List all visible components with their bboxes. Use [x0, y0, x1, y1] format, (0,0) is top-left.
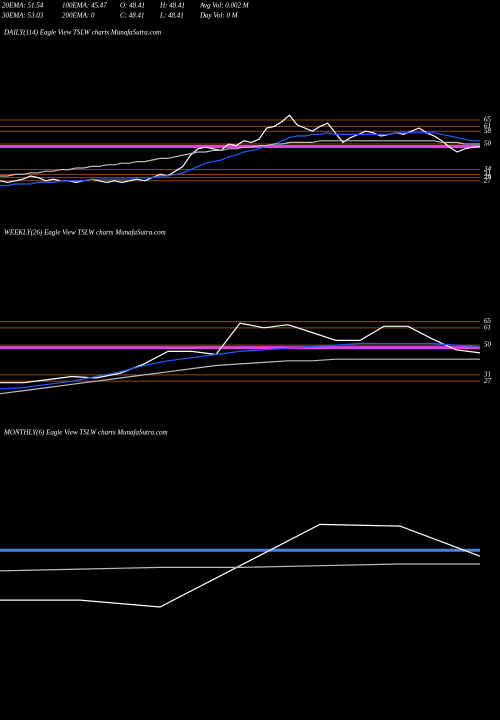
header-stat: O: 48.41 — [120, 2, 145, 10]
header-stat: Avg Vol: 0.002 M — [199, 2, 250, 10]
header-stat: L: 48.41 — [159, 12, 184, 20]
price-line — [0, 140, 480, 177]
panel-title: DAILY(114) Eagle View TSLW charts Munafa… — [3, 29, 161, 37]
y-tick-label: 50 — [484, 140, 492, 148]
header-stat: 200EMA: 0 — [62, 12, 95, 20]
price-line — [0, 358, 480, 395]
panel-title: WEEKLY(26) Eagle View TSLW charts Munafa… — [4, 229, 166, 237]
price-line — [0, 523, 481, 608]
header-stat: 20EMA: 51.54 — [2, 2, 44, 10]
y-tick-label: 27 — [484, 377, 492, 385]
y-tick-label: 31 — [483, 170, 491, 178]
y-tick-label: 31 — [483, 371, 491, 379]
y-tick-label: 61 — [484, 323, 491, 331]
header-stat: Day Vol: 0 M — [199, 12, 239, 20]
price-line — [0, 132, 480, 187]
y-tick-label: 29 — [484, 173, 492, 181]
price-line — [0, 563, 480, 572]
price-line — [0, 342, 481, 390]
y-tick-label: 50 — [484, 341, 492, 349]
panel-title: MONTHLY(6) Eagle View TSLW charts Munafa… — [3, 429, 168, 437]
y-tick-label: 65 — [484, 317, 492, 325]
header-stat: H: 48.41 — [159, 2, 185, 10]
y-tick-label: 27 — [484, 176, 492, 184]
header-stat: 100EMA: 45.47 — [62, 2, 107, 10]
y-tick-label: 65 — [484, 116, 492, 124]
header-stat: 30EMA: 53.03 — [1, 12, 44, 20]
price-line — [0, 114, 481, 184]
y-tick-label: 61 — [484, 122, 491, 130]
y-tick-label: 34 — [483, 165, 492, 173]
y-tick-label: 58 — [484, 127, 492, 135]
price-line — [0, 322, 481, 384]
header-stat: C: 48.41 — [120, 12, 145, 20]
